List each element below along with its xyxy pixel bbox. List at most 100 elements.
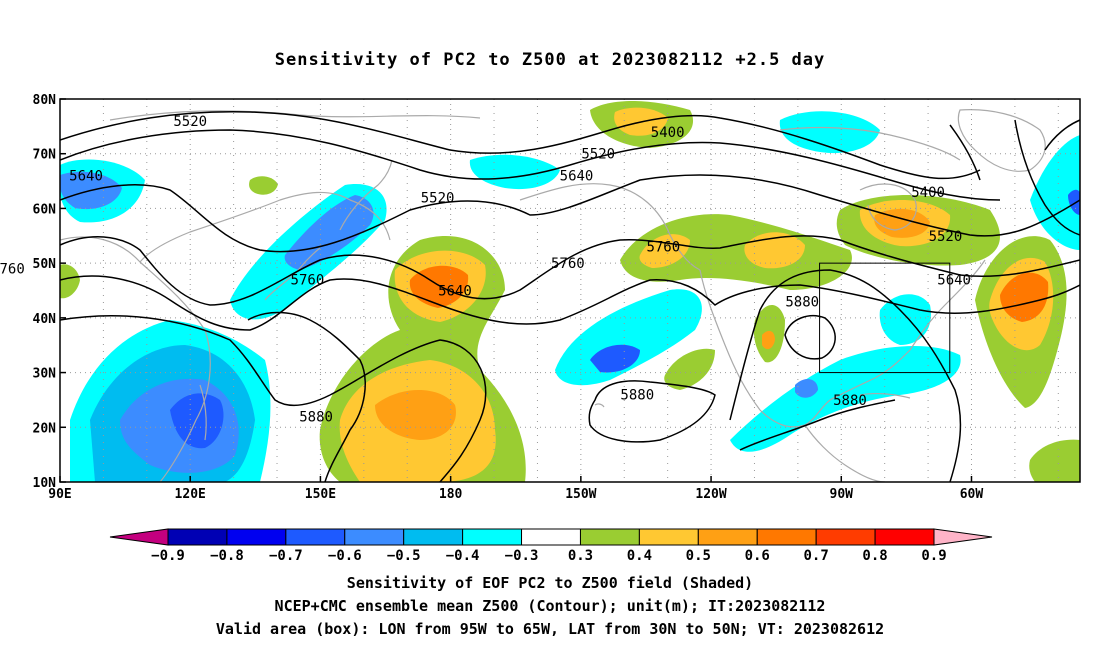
colorbar-swatch bbox=[285, 528, 346, 546]
colorbar-swatch bbox=[167, 528, 228, 546]
colorbar-swatch bbox=[815, 528, 876, 546]
contour-line bbox=[1014, 119, 1080, 236]
contour-label: 5880 bbox=[620, 387, 654, 403]
contour-label: 5520 bbox=[421, 190, 455, 206]
contour-label: 5640 bbox=[69, 169, 103, 185]
contour-line bbox=[1044, 119, 1080, 151]
shading-negative-region bbox=[284, 195, 374, 270]
shading-positive-region bbox=[1029, 439, 1080, 482]
shading-positive-region bbox=[60, 264, 80, 299]
colorbar-swatch bbox=[226, 528, 287, 546]
colorbar-label: −0.4 bbox=[446, 548, 480, 564]
valid-area-box bbox=[819, 262, 951, 374]
shading-positive-region bbox=[249, 176, 278, 195]
z500-contours bbox=[60, 111, 1080, 482]
colorbar-swatch bbox=[638, 528, 699, 546]
colorbar-label: 0.8 bbox=[862, 548, 887, 564]
contour-line bbox=[60, 314, 331, 407]
shading-positive-region bbox=[639, 234, 690, 268]
colorbar-swatch bbox=[344, 528, 405, 546]
contour-label: 5640 bbox=[438, 284, 472, 300]
colorbar-swatch bbox=[697, 528, 758, 546]
lon-label: 90W bbox=[830, 487, 854, 502]
contour-label: 5880 bbox=[299, 409, 333, 425]
coastline-greenland bbox=[957, 109, 1046, 172]
colorbar-label: 0.7 bbox=[804, 548, 829, 564]
footer-contour-caption: NCEP+CMC ensemble mean Z500 (Contour); u… bbox=[274, 597, 826, 615]
contour-label: 5520 bbox=[581, 147, 615, 163]
colorbar-arrow-min bbox=[109, 528, 169, 546]
colorbar-swatch bbox=[403, 528, 464, 546]
shading-negative-region bbox=[469, 154, 560, 190]
shading-positive-region bbox=[744, 232, 805, 269]
contour-label: 5760 bbox=[646, 240, 680, 256]
colorbar-swatch bbox=[521, 528, 581, 546]
coastline-hudson-bay bbox=[859, 183, 917, 231]
contour-line bbox=[60, 174, 1080, 253]
coastline-japan bbox=[264, 247, 321, 301]
lat-label: 60N bbox=[33, 202, 57, 217]
colorbar-label: 0.5 bbox=[686, 548, 711, 564]
coastline-hawaii bbox=[594, 403, 605, 408]
longitude-labels: 90E 120E 150E 180 150W 120W 90W 60W bbox=[48, 476, 983, 502]
latitude-labels: 80N 70N 60N 50N 40N 30N 20N 10N bbox=[33, 93, 66, 491]
graticule bbox=[60, 99, 1080, 482]
contour-label: 5760 bbox=[0, 262, 25, 278]
contour-line bbox=[729, 269, 962, 482]
lon-label: 150E bbox=[305, 487, 336, 502]
contour-label: 5760 bbox=[551, 256, 585, 272]
lat-label: 50N bbox=[33, 257, 57, 272]
contour-labels: 5520 5400 5520 5640 5400 5640 5520 5760 5760 5520… bbox=[0, 114, 971, 425]
shading-positive-region bbox=[762, 330, 775, 350]
colorbar-swatch bbox=[756, 528, 817, 546]
coastline-canada-arctic bbox=[779, 126, 961, 161]
map-title: Sensitivity of PC2 to Z500 at 2023082112… bbox=[274, 50, 826, 70]
contour-line bbox=[60, 129, 1001, 201]
contour-line bbox=[784, 314, 836, 360]
contour-label: 5640 bbox=[937, 273, 971, 289]
contour-label: 5880 bbox=[785, 294, 819, 310]
lon-label: 60W bbox=[960, 487, 984, 502]
colorbar-label: −0.5 bbox=[387, 548, 421, 564]
colorbar-label: 0.4 bbox=[627, 548, 652, 564]
shading-negative-region bbox=[590, 344, 640, 373]
lon-label: 150W bbox=[565, 487, 596, 502]
coastline-north-america bbox=[699, 259, 986, 428]
contour-label: 5880 bbox=[833, 393, 867, 409]
coastlines bbox=[60, 109, 1046, 482]
colorbar-swatch bbox=[874, 528, 935, 546]
colorbar-swatch bbox=[462, 528, 523, 546]
contour-label: 5400 bbox=[651, 125, 685, 141]
lat-label: 10N bbox=[33, 476, 57, 491]
coastline-arctic bbox=[109, 110, 481, 121]
colorbar-arrow-max bbox=[933, 528, 993, 546]
lat-label: 40N bbox=[33, 312, 57, 327]
colorbar-label: −0.9 bbox=[151, 548, 185, 564]
shading-positive-region bbox=[874, 208, 930, 238]
coastline-philippines bbox=[199, 384, 207, 441]
contour-label: 5640 bbox=[560, 169, 594, 185]
contour-line bbox=[329, 339, 487, 482]
colorbar-swatch bbox=[579, 528, 640, 546]
colorbar-label: −0.6 bbox=[328, 548, 362, 564]
coastline-asia bbox=[139, 191, 391, 263]
coastline-kamchatka bbox=[339, 159, 393, 231]
shading-negative-region bbox=[779, 111, 880, 154]
contour-label: 5400 bbox=[911, 185, 945, 201]
lat-label: 30N bbox=[33, 367, 57, 382]
coastline-alaska bbox=[519, 183, 701, 271]
sensitivity-shading bbox=[60, 101, 1080, 482]
contour-line bbox=[60, 235, 1080, 306]
lon-label: 180 bbox=[439, 487, 463, 502]
contour-line bbox=[60, 111, 981, 180]
contour-line bbox=[247, 311, 366, 482]
lon-label: 90E bbox=[48, 487, 71, 502]
contour-line bbox=[588, 380, 716, 443]
shading-positive-region bbox=[664, 348, 715, 390]
shading-negative-region bbox=[170, 393, 224, 449]
colorbar-label: 0.9 bbox=[921, 548, 946, 564]
shading-negative-region bbox=[795, 378, 818, 398]
shading-negative-region bbox=[879, 294, 931, 345]
shading-positive-region bbox=[1000, 272, 1049, 322]
